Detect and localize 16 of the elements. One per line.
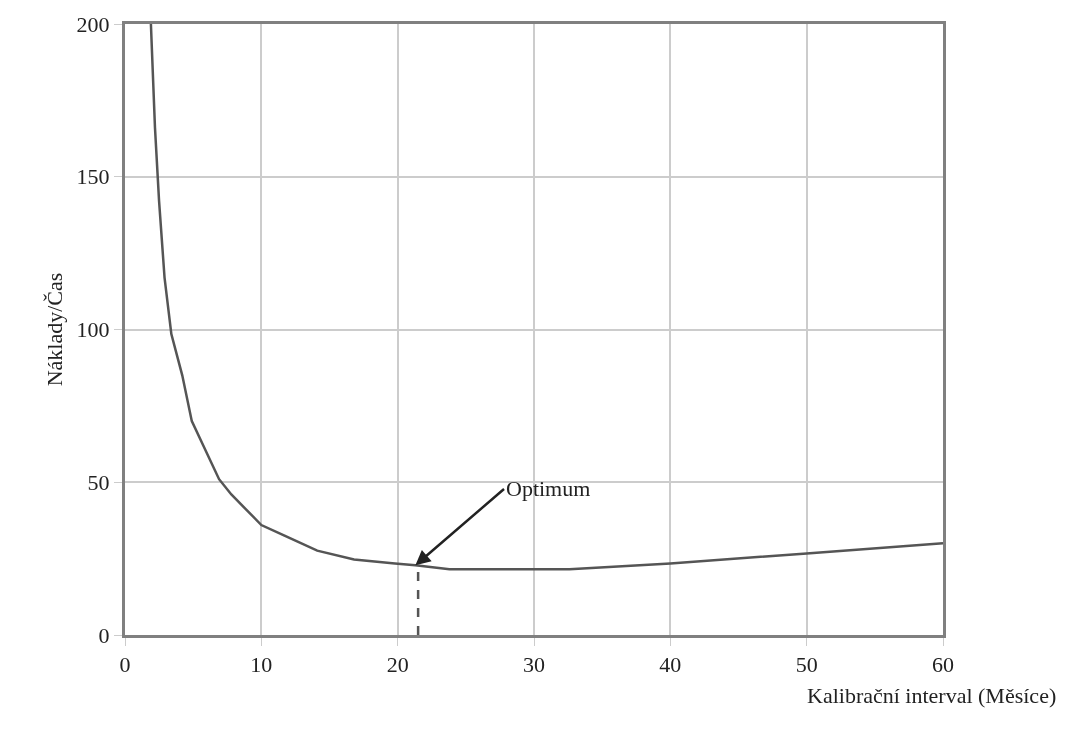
y-axis-title: Náklady/Čas: [42, 272, 68, 387]
line-series: [149, 24, 943, 571]
y-tick-label: 100: [76, 317, 110, 343]
x-axis-title: Kalibrační interval (Měsíce): [807, 683, 1057, 708]
y-tick-label: 200: [76, 11, 110, 37]
x-tick-label: 60: [932, 652, 954, 678]
x-tick-label: 20: [386, 652, 409, 678]
x-tick-label: 30: [523, 652, 545, 678]
y-tick-label: 150: [76, 164, 110, 190]
x-tick-label: 40: [659, 652, 682, 678]
x-tick-label: 0: [119, 652, 131, 678]
annotation: Optimum: [506, 476, 591, 501]
x-tick-label: 50: [795, 652, 818, 678]
y-tick-label: 0: [98, 622, 110, 648]
y-tick-label: 50: [87, 469, 110, 495]
x-tick-label: 10: [250, 652, 273, 678]
